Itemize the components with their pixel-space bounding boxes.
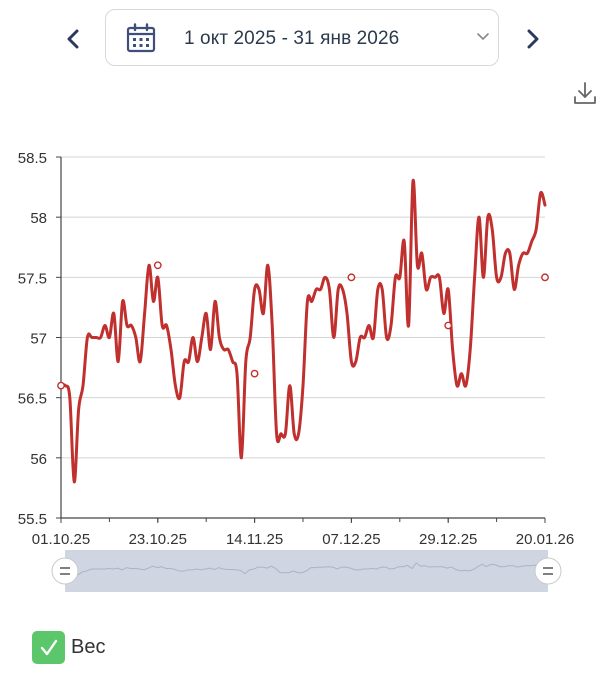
data-point-marker: [250, 369, 259, 378]
data-point-marker: [57, 381, 65, 390]
data-point-marker: [444, 321, 453, 330]
date-range-label: 1 окт 2025 - 31 янв 2026: [184, 28, 400, 49]
weight-chart: 55.5 56 56.5 57 57.5 58 58.5 01.10.25 23.10.25 14…: [18, 150, 574, 592]
download-icon: [574, 82, 596, 104]
y-tick-label: 58.5: [18, 150, 47, 167]
download-button[interactable]: [572, 80, 598, 106]
y-tick-label: 57: [30, 331, 47, 348]
calendar-icon: [126, 23, 156, 53]
legend-checkbox[interactable]: [32, 631, 65, 664]
data-point-marker: [153, 261, 162, 270]
navigator-series-line: [65, 562, 549, 576]
navigator-right-handle[interactable]: [534, 557, 562, 585]
x-tick-label: 14.11.25: [226, 531, 283, 548]
next-period-button[interactable]: [518, 24, 548, 54]
series-line-weight: [59, 178, 547, 484]
y-tick-label: 56.5: [18, 391, 47, 408]
x-tick-label: 29.12.25: [419, 531, 477, 548]
data-point-marker: [541, 273, 549, 282]
x-tick-label: 01.10.25: [32, 531, 90, 548]
y-tick-label: 56: [30, 451, 47, 468]
chevron-down-icon: [477, 33, 489, 41]
navigator-left-handle[interactable]: [51, 557, 79, 585]
prev-period-button[interactable]: [58, 24, 88, 54]
y-tick-label: 57.5: [18, 270, 47, 287]
x-tick-label: 20.01.26: [516, 531, 574, 548]
data-point-marker: [347, 273, 356, 282]
date-range-picker[interactable]: 1 окт 2025 - 31 янв 2026: [105, 9, 499, 66]
chevron-left-icon: [67, 29, 79, 49]
chevron-right-icon: [527, 29, 539, 49]
x-tick-label: 23.10.25: [129, 531, 187, 548]
legend-label: Вес: [71, 636, 106, 658]
handle-circle: [51, 557, 79, 585]
y-tick-label: 55.5: [18, 511, 47, 528]
y-tick-label: 58: [30, 210, 47, 227]
checkmark-icon: [40, 639, 57, 655]
x-tick-label: 07.12.25: [322, 531, 380, 548]
legend: Вес: [32, 631, 105, 664]
handle-circle: [534, 557, 562, 585]
